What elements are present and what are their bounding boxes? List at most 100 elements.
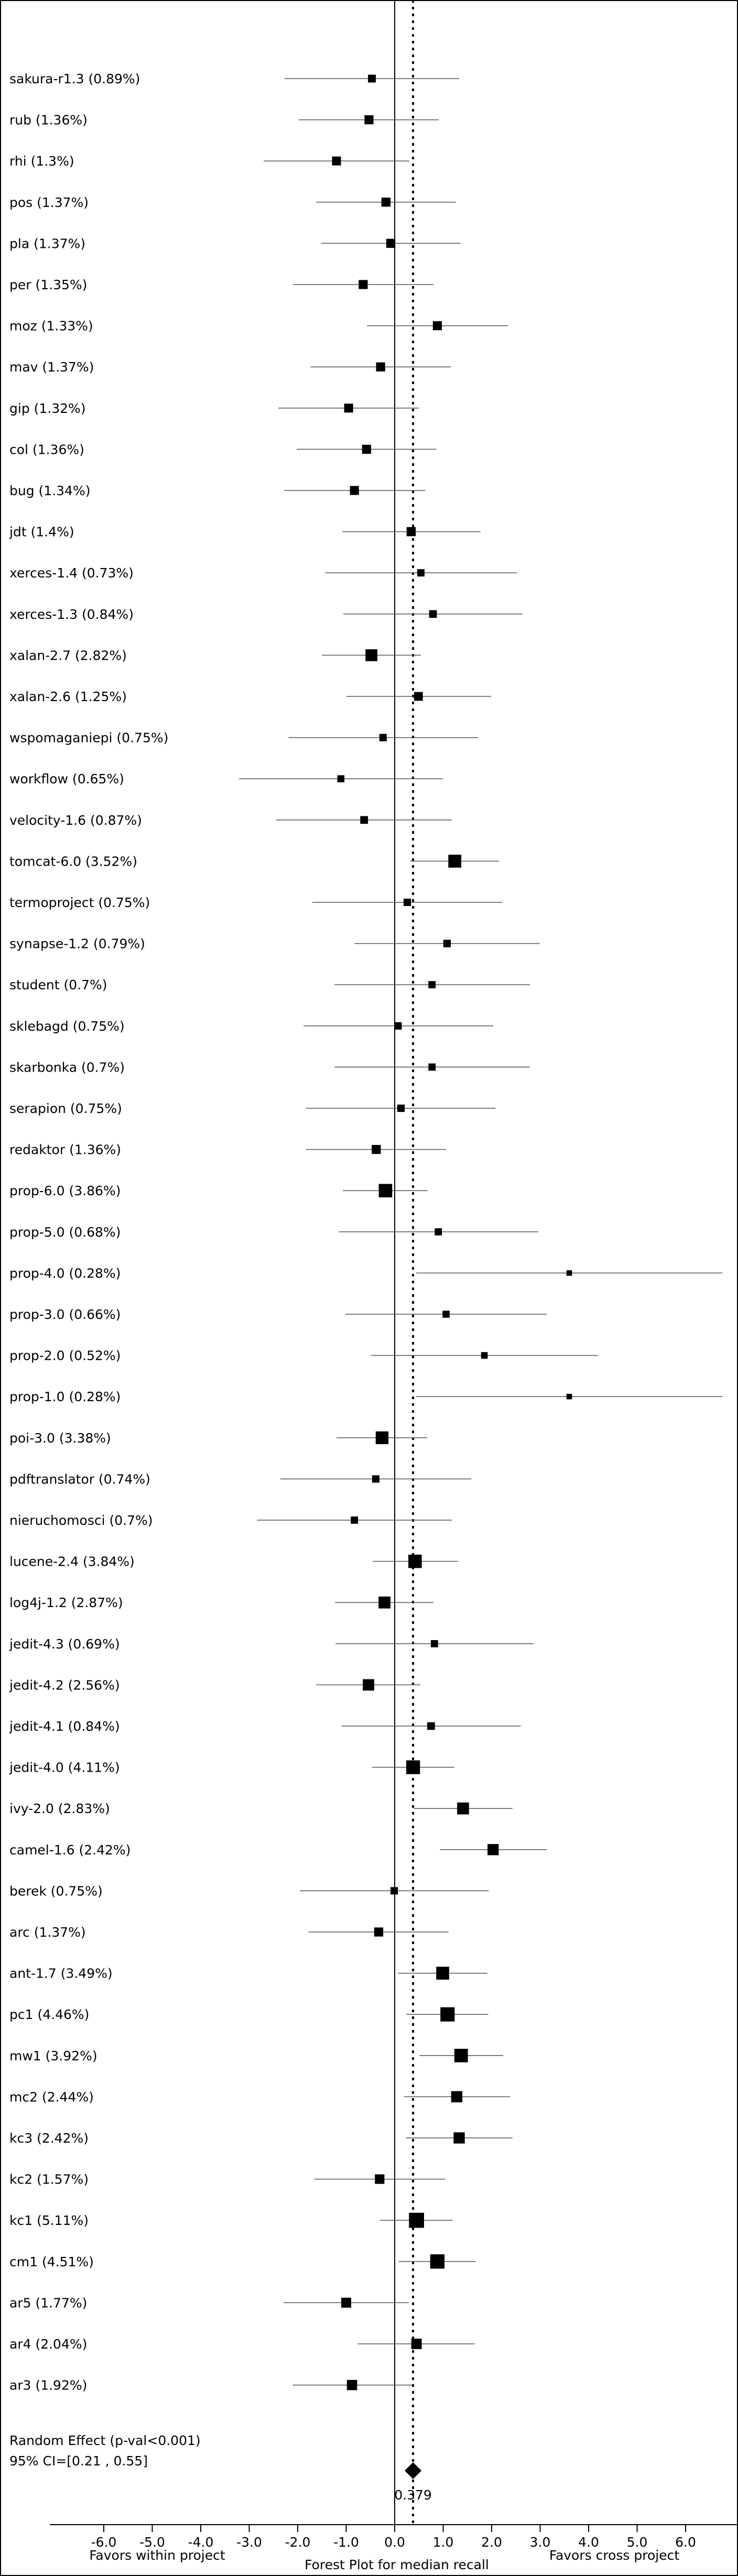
x-tick-label: 3.0 xyxy=(530,2535,551,2550)
study-effect-marker xyxy=(341,2297,351,2308)
study-row: rhi (1.3%) xyxy=(9,154,409,169)
study-effect-marker xyxy=(432,321,442,331)
study-row: mc2 (2.44%) xyxy=(9,2089,511,2104)
study-effect-marker xyxy=(397,1104,405,1112)
study-label: moz (1.33%) xyxy=(9,319,93,334)
study-rows: sakura-r1.3 (0.89%) rub (1.36%) rhi (1.3%)… xyxy=(9,71,723,2393)
study-row: xalan-2.7 (2.82%) xyxy=(9,648,421,663)
study-row: sakura-r1.3 (0.89%) xyxy=(9,71,460,86)
study-row: pla (1.37%) xyxy=(9,236,461,251)
study-row: log4j-1.2 (2.87%) xyxy=(9,1595,433,1610)
study-row: lucene-2.4 (3.84%) xyxy=(9,1554,458,1569)
study-effect-marker xyxy=(417,569,425,577)
study-label: prop-4.0 (0.28%) xyxy=(9,1265,121,1281)
study-label: student (0.7%) xyxy=(9,977,107,992)
study-label: kc3 (2.42%) xyxy=(9,2131,89,2146)
study-label: prop-6.0 (3.86%) xyxy=(9,1183,121,1198)
x-tick-label: 1.0 xyxy=(433,2535,454,2550)
study-label: jdt (1.4%) xyxy=(9,525,74,540)
study-row: jedit-4.1 (0.84%) xyxy=(9,1719,521,1734)
x-axis-ticks: -6.0 -5.0 -4.0 -3.0 -2.0 -1.0 0.0 1.0 2.0 3.0 4.0 5… xyxy=(91,2525,696,2550)
study-effect-marker xyxy=(332,156,341,166)
study-label: mw1 (3.92%) xyxy=(9,2048,97,2064)
study-effect-marker xyxy=(566,1270,572,1276)
study-row: ar5 (1.77%) xyxy=(9,2295,409,2310)
study-label: rub (1.36%) xyxy=(9,113,88,128)
study-label: xerces-1.3 (0.84%) xyxy=(9,607,134,622)
study-label: ar4 (2.04%) xyxy=(9,2337,87,2352)
study-label: jedit-4.1 (0.84%) xyxy=(9,1719,120,1734)
study-label: ar5 (1.77%) xyxy=(9,2295,87,2310)
study-row: prop-1.0 (0.28%) xyxy=(9,1389,723,1404)
x-tick-label: 0.0 xyxy=(384,2535,405,2550)
study-row: sklebagd (0.75%) xyxy=(9,1019,493,1034)
study-effect-marker xyxy=(457,1802,469,1815)
study-row: prop-3.0 (0.66%) xyxy=(9,1307,547,1322)
study-row: prop-2.0 (0.52%) xyxy=(9,1348,598,1363)
study-row: xerces-1.3 (0.84%) xyxy=(9,607,523,622)
study-row: ant-1.7 (3.49%) xyxy=(9,1966,487,1981)
study-effect-marker xyxy=(394,1022,402,1030)
study-label: wspomaganiepi (0.75%) xyxy=(9,730,168,746)
study-effect-marker xyxy=(448,855,462,868)
study-label: workflow (0.65%) xyxy=(9,771,124,787)
study-effect-marker xyxy=(487,1844,499,1855)
study-effect-marker xyxy=(362,444,371,454)
study-effect-marker xyxy=(359,280,368,289)
study-label: redaktor (1.36%) xyxy=(9,1142,121,1158)
study-row: jedit-4.2 (2.56%) xyxy=(9,1677,421,1693)
study-row: kc1 (5.11%) xyxy=(9,2212,453,2228)
study-effect-marker xyxy=(442,1311,450,1318)
study-label: berek (0.75%) xyxy=(9,1883,103,1898)
study-effect-marker xyxy=(376,362,385,372)
study-effect-marker xyxy=(378,1184,393,1198)
study-row: moz (1.33%) xyxy=(9,319,508,334)
study-label: xalan-2.7 (2.82%) xyxy=(9,648,127,663)
study-effect-marker xyxy=(408,1554,422,1568)
study-label: ivy-2.0 (2.83%) xyxy=(9,1801,110,1816)
study-effect-marker xyxy=(435,1228,442,1236)
study-effect-marker xyxy=(363,1679,374,1691)
study-row: student (0.7%) xyxy=(9,977,530,992)
study-row: redaktor (1.36%) xyxy=(9,1142,447,1158)
study-effect-marker xyxy=(406,1760,420,1774)
study-effect-marker xyxy=(374,1927,384,1937)
study-row: serapion (0.75%) xyxy=(9,1101,496,1116)
study-effect-marker xyxy=(368,74,376,83)
x-tick-label: -6.0 xyxy=(91,2535,117,2550)
study-effect-marker xyxy=(375,1431,389,1444)
study-effect-marker xyxy=(440,2007,455,2022)
study-effect-marker xyxy=(375,2174,385,2184)
study-row: velocity-1.6 (0.87%) xyxy=(9,813,452,828)
study-effect-marker xyxy=(344,403,353,413)
study-label: pla (1.37%) xyxy=(9,236,85,251)
study-label: jedit-4.2 (2.56%) xyxy=(9,1677,120,1693)
study-label: termoproject (0.75%) xyxy=(9,895,150,910)
study-row: prop-4.0 (0.28%) xyxy=(9,1265,723,1281)
study-row: ar3 (1.92%) xyxy=(9,2378,412,2393)
study-label: tomcat-6.0 (3.52%) xyxy=(9,854,137,869)
study-effect-marker xyxy=(409,2212,424,2228)
chart-title: Forest Plot for median recall xyxy=(305,2557,489,2572)
study-effect-marker xyxy=(428,1063,436,1071)
study-effect-marker xyxy=(346,2379,357,2391)
study-label: synapse-1.2 (0.79%) xyxy=(9,936,145,952)
study-effect-marker xyxy=(454,2048,468,2062)
study-effect-marker xyxy=(429,610,437,618)
study-label: mav (1.37%) xyxy=(9,359,94,375)
study-label: mc2 (2.44%) xyxy=(9,2089,94,2104)
study-effect-marker xyxy=(350,486,359,495)
study-row: jedit-4.3 (0.69%) xyxy=(9,1636,534,1652)
study-row: mav (1.37%) xyxy=(9,359,451,375)
study-row: prop-6.0 (3.86%) xyxy=(9,1183,428,1198)
study-label: lucene-2.4 (3.84%) xyxy=(9,1554,135,1569)
study-row: ar4 (2.04%) xyxy=(9,2337,475,2352)
study-row: poi-3.0 (3.38%) xyxy=(9,1431,427,1446)
study-effect-marker xyxy=(360,816,368,824)
study-effect-marker xyxy=(430,2254,445,2269)
study-label: nieruchomosci (0.7%) xyxy=(9,1513,153,1528)
study-row: gip (1.32%) xyxy=(9,401,419,416)
study-row: termoproject (0.75%) xyxy=(9,895,503,910)
study-label: ant-1.7 (3.49%) xyxy=(9,1966,113,1981)
